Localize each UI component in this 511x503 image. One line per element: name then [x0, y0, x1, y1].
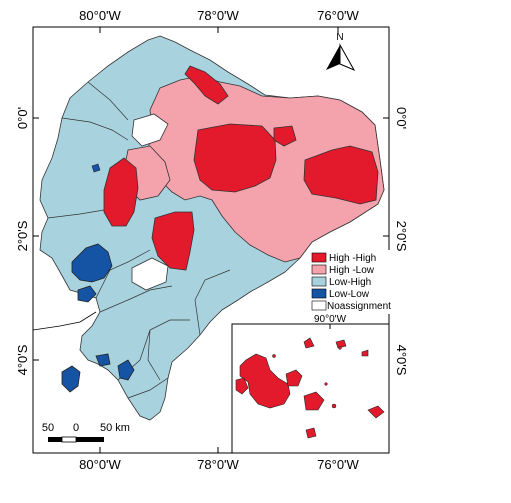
island-pinta: [303, 337, 315, 349]
legend: High -High High -Low Low-High Low-Low No…: [310, 250, 391, 314]
region-high-high-center: [193, 123, 277, 193]
island-small-3: [324, 382, 328, 386]
island-genovesa: [361, 349, 369, 357]
region-high-high-east: [303, 145, 379, 205]
island-marchena: [335, 339, 347, 349]
top-tick-80w: 80°0'W: [79, 8, 121, 23]
island-fernandina: [235, 377, 249, 395]
island-small-1: [272, 354, 276, 358]
left-tick-0: 0°0': [15, 107, 30, 129]
inset-tick-90w: 90°0'W: [314, 314, 347, 325]
region-no-assignment-north: [131, 113, 169, 147]
legend-label-no-assignment: Noassignment: [327, 301, 391, 312]
region-high-high-north: [184, 65, 229, 105]
legend-label-low-high: Low-High: [329, 277, 371, 288]
island-santiago: [285, 369, 303, 387]
legend-swatch-high-low: [311, 264, 327, 275]
right-tick-4s: 4°0'S: [394, 345, 409, 376]
right-tick-0: 0°0': [394, 107, 409, 129]
region-high-high-small-ne: [273, 125, 297, 147]
region-low-low-south-c: [117, 359, 135, 381]
north-label: N: [336, 32, 343, 43]
legend-swatch-no-assignment: [311, 300, 327, 311]
top-tick-76w: 76°0'W: [317, 8, 359, 23]
bottom-tick-76w: 76°0'W: [317, 457, 359, 472]
island-san-cristobal: [367, 405, 385, 419]
top-tick-78w: 78°0'W: [197, 8, 239, 23]
region-low-low-south-a: [61, 365, 81, 393]
country-border-south: [32, 311, 97, 331]
island-isabela: [239, 353, 291, 409]
scale-label-zero: 0: [73, 422, 79, 434]
province-borders: [47, 81, 231, 399]
north-arrow-icon: N: [326, 32, 356, 72]
left-tick-4s: 4°0'S: [15, 344, 30, 375]
bottom-tick-80w: 80°0'W: [79, 457, 121, 472]
island-floreana: [305, 427, 317, 439]
region-low-low-island: [77, 285, 97, 303]
legend-label-low-low: Low-Low: [329, 289, 370, 300]
legend-label-high-high: High -High: [329, 253, 376, 264]
legend-swatch-high-high: [311, 252, 327, 263]
island-santa-fe: [331, 403, 337, 409]
scale-bar: 50 0 50 km: [42, 422, 130, 443]
bottom-tick-78w: 78°0'W: [197, 457, 239, 472]
scale-label-right: 50 km: [100, 422, 130, 434]
region-low-low-south-b: [95, 353, 111, 367]
legend-swatch-low-low: [311, 288, 327, 299]
island-santa-cruz: [303, 391, 325, 411]
legend-label-high-low: High -Low: [329, 265, 375, 276]
right-tick-2s: 2°0'S: [394, 221, 409, 252]
region-high-high-south: [151, 211, 195, 271]
region-high-high-west: [103, 157, 139, 227]
region-no-assignment-south: [131, 257, 169, 291]
region-low-low-coast-dot: [91, 163, 101, 173]
left-tick-2s: 2°0'S: [15, 220, 30, 251]
scale-label-left: 50: [42, 422, 54, 434]
legend-swatch-low-high: [311, 276, 327, 287]
region-low-low-gulf: [71, 243, 113, 283]
inset-galapagos: 90°0'W: [231, 314, 390, 454]
island-small-2: [338, 346, 342, 350]
